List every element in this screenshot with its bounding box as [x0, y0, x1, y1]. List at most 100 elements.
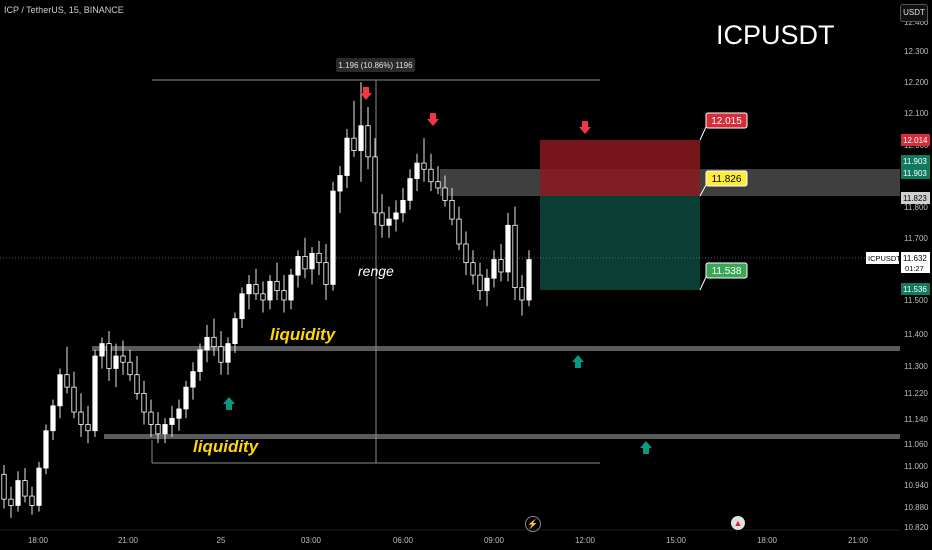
candle-body: [400, 199, 406, 214]
candle-body: [113, 355, 119, 369]
currency-badge[interactable]: USDT: [900, 4, 928, 22]
candle-body: [15, 480, 21, 506]
tag-11536: 11.536: [903, 285, 927, 294]
candle-body: [92, 355, 98, 432]
candle-body: [470, 262, 476, 276]
liquidity-label-lower: liquidity: [193, 437, 260, 456]
candle-body: [323, 262, 329, 285]
x-tick-label: 06:00: [393, 536, 414, 545]
tag-12014-bg: [901, 134, 930, 146]
last-price-tag: 11.632: [903, 254, 927, 263]
candle-body: [330, 190, 336, 285]
candle-body: [491, 259, 497, 279]
tag-11903b-bg: [901, 167, 930, 179]
y-tick-label: 11.140: [904, 415, 928, 424]
candle-body: [477, 274, 483, 292]
x-tick-label: 25: [217, 536, 226, 545]
candle-body: [428, 168, 434, 183]
y-tick-label: 11.700: [904, 234, 928, 243]
candle-body: [498, 259, 504, 273]
candle-body: [344, 137, 350, 176]
x-tick-label: 03:00: [301, 536, 322, 545]
y-tick-label: 11.400: [904, 330, 928, 339]
y-tick-label: 11.220: [904, 389, 928, 398]
y-tick-label: 10.940: [904, 481, 929, 490]
candle-body: [106, 343, 112, 369]
candle-body: [407, 178, 413, 201]
measure-label: 1.196 (10.86%) 1196: [338, 61, 413, 70]
candle-body: [512, 224, 518, 288]
candle-body: [57, 374, 63, 407]
down-arrow-marker: [360, 87, 372, 100]
target-price-label-bg: [705, 262, 748, 279]
candle-body: [519, 287, 525, 301]
x-tick-label: 21:00: [118, 536, 139, 545]
tag-11903a-bg: [901, 155, 930, 167]
candle-body: [456, 218, 462, 245]
y-tick-label: 11.060: [904, 440, 928, 449]
up-arrow-marker: [640, 441, 652, 454]
candle-body: [316, 252, 322, 264]
measure-label-bg: [336, 58, 415, 72]
candle-body: [246, 284, 252, 295]
candle-body: [22, 480, 28, 497]
target-price-label-leader: [699, 276, 707, 291]
entry-price-label-leader: [699, 184, 707, 197]
event-flag-icon[interactable]: ▲: [731, 516, 745, 530]
tag-11823-bg: [901, 192, 930, 204]
liquidity-label-upper: liquidity: [270, 325, 337, 344]
candle-body: [309, 252, 315, 270]
lightning-icon[interactable]: ⚡: [525, 516, 541, 532]
y-tick-label: 11.500: [904, 296, 928, 305]
candle-body: [43, 430, 49, 469]
candle-body: [505, 224, 511, 273]
candle-body: [442, 187, 448, 201]
candle-body: [99, 343, 105, 357]
candle-body: [358, 125, 364, 151]
candle-body: [393, 212, 399, 220]
liquidity-band-upper: [92, 346, 900, 351]
liquidity-band-lower: [104, 434, 900, 439]
candle-body: [155, 424, 161, 435]
candle-body: [176, 408, 182, 419]
candle-body: [449, 199, 455, 220]
renge-label: renge: [358, 263, 394, 279]
candle-body: [211, 336, 217, 348]
candle-body: [302, 256, 308, 270]
x-tick-label: 18:00: [28, 536, 49, 545]
candle-body: [260, 293, 266, 301]
tag-12014: 12.014: [903, 136, 928, 145]
symbol-info: ICP / TetherUS, 15, BINANCE: [4, 5, 124, 15]
candle-body: [351, 137, 357, 151]
down-arrow-marker: [427, 113, 439, 126]
candle-body: [162, 424, 168, 435]
candle-body: [29, 495, 35, 506]
candle-body: [267, 280, 273, 301]
y-tick-label: 10.880: [904, 503, 929, 512]
stop-loss-box: [540, 140, 700, 196]
candle-body: [218, 346, 224, 363]
candle-body: [225, 343, 231, 363]
candle-body: [141, 392, 147, 413]
candle-body: [71, 386, 77, 413]
entry-price-label-bg: [705, 170, 748, 187]
candle-body: [190, 371, 196, 388]
last-price-tag-bg: [901, 252, 930, 273]
y-tick-label: 10.820: [904, 523, 929, 532]
candle-body: [134, 374, 140, 394]
x-tick-label: 21:00: [848, 536, 869, 545]
candle-body: [463, 243, 469, 264]
candle-body: [85, 424, 91, 432]
candle-body: [421, 162, 427, 170]
candle-body: [386, 218, 392, 226]
x-tick-label: 18:00: [757, 536, 778, 545]
y-tick-label: 12.300: [904, 47, 929, 56]
countdown-label: 01:27: [905, 264, 924, 273]
take-profit-box: [540, 196, 700, 290]
candle-body: [204, 336, 210, 351]
candle-body: [295, 256, 301, 276]
candle-body: [197, 349, 203, 372]
candle-body: [281, 290, 287, 301]
